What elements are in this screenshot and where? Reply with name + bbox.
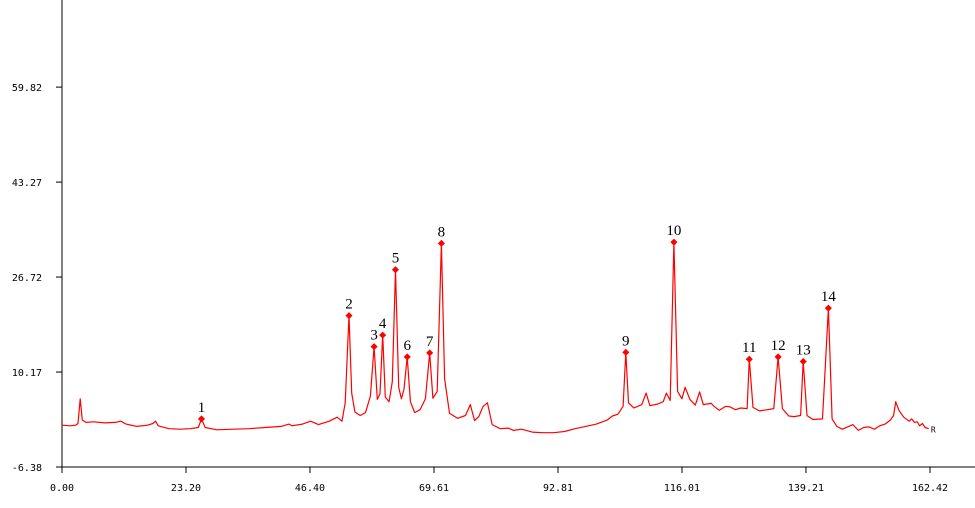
x-tick-label: 139.21 bbox=[788, 483, 824, 494]
x-tick-label: 69.61 bbox=[419, 483, 449, 494]
peak-label: 9 bbox=[622, 333, 630, 349]
peak-marker bbox=[426, 349, 434, 357]
peak-label: 4 bbox=[379, 316, 387, 332]
y-tick-label: 43.27 bbox=[12, 178, 42, 189]
peak-marker bbox=[745, 355, 753, 363]
x-tick-label: 23.20 bbox=[171, 483, 201, 494]
y-axis-ticks: -6.38 10.17 26.72 43.27 59.82 bbox=[12, 83, 62, 474]
peak-marker bbox=[774, 353, 782, 361]
y-tick-label: -6.38 bbox=[12, 463, 42, 474]
x-tick-label: 0.00 bbox=[50, 483, 74, 494]
peak-label: 10 bbox=[666, 223, 681, 239]
axes bbox=[61, 0, 975, 468]
peak-marker bbox=[824, 304, 832, 312]
peak-marker bbox=[391, 266, 400, 274]
peak-marker bbox=[403, 353, 411, 361]
peak-label: 8 bbox=[438, 224, 446, 240]
peak-marker bbox=[370, 343, 378, 351]
peak-marker bbox=[670, 238, 678, 246]
peak-label: 5 bbox=[392, 251, 400, 267]
peak-label: 3 bbox=[370, 328, 378, 344]
y-tick-label: 10.17 bbox=[12, 368, 42, 379]
peak-marker bbox=[379, 331, 387, 339]
peak-marker bbox=[799, 357, 807, 366]
peak-label: 12 bbox=[771, 338, 786, 354]
x-tick-label: 92.81 bbox=[543, 483, 573, 494]
peak-marker bbox=[345, 312, 353, 320]
x-tick-label: 162.42 bbox=[912, 483, 948, 494]
x-tick-label: 116.01 bbox=[664, 483, 700, 494]
end-marker-label: R bbox=[931, 426, 936, 435]
peak-label: 11 bbox=[742, 340, 756, 356]
series bbox=[61, 241, 929, 434]
peak-label: 13 bbox=[796, 343, 811, 359]
peak-label: 14 bbox=[821, 289, 837, 305]
peak-marker bbox=[622, 348, 630, 356]
peak-label: 7 bbox=[426, 334, 434, 350]
y-tick-label: 26.72 bbox=[12, 273, 42, 284]
x-tick-label: 46.40 bbox=[295, 483, 325, 494]
peak-marker bbox=[437, 239, 445, 247]
chromatogram-line bbox=[61, 241, 929, 434]
x-axis-ticks: 0.00 23.20 46.40 69.61 92.81 116.01 139.21 162.… bbox=[50, 467, 948, 494]
y-tick-label: 59.82 bbox=[12, 83, 42, 94]
peak-marker bbox=[197, 415, 206, 423]
peak-label: 1 bbox=[198, 400, 206, 416]
peak-label: 2 bbox=[345, 297, 353, 313]
peak-label: 6 bbox=[403, 338, 411, 354]
